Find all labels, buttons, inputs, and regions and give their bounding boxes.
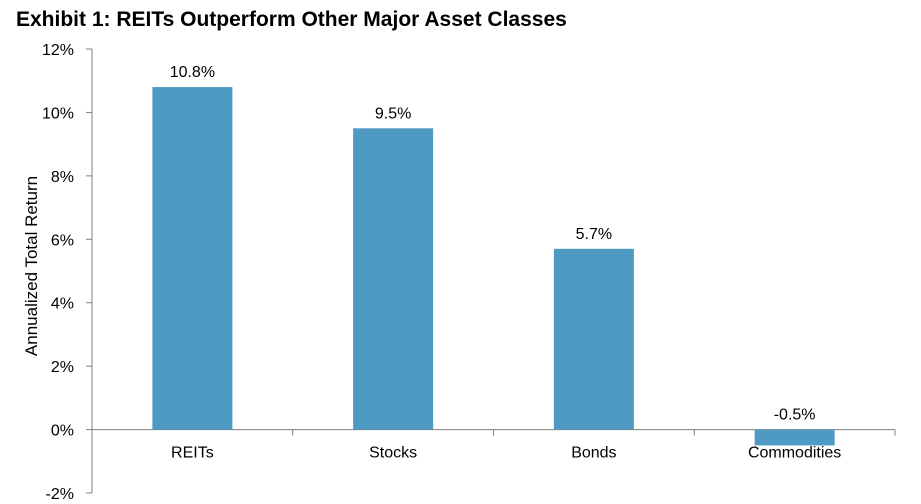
y-axis-label: Annualized Total Return [22, 176, 41, 356]
data-label: 10.8% [170, 64, 215, 81]
x-tick-label: REITs [171, 445, 214, 462]
bar [152, 87, 233, 430]
x-tick-label: Stocks [369, 445, 417, 462]
y-tick-label: 0% [51, 423, 74, 440]
bar [754, 429, 835, 446]
y-tick-label: 4% [51, 296, 74, 313]
bar [553, 248, 634, 430]
x-tick-label: Bonds [571, 445, 616, 462]
y-tick-label: -2% [46, 486, 74, 503]
x-tick-label: Commodities [748, 445, 841, 462]
y-tick-labels: 12% 10% 8% 6% 4% 2% 0% -2% [42, 42, 74, 503]
data-labels: 10.8% 9.5% 5.7% -0.5% [170, 64, 816, 424]
y-tick-label: 2% [51, 359, 74, 376]
bar [353, 128, 434, 430]
y-tick-label: 8% [51, 169, 74, 186]
data-label: 9.5% [375, 105, 411, 122]
data-label: 5.7% [576, 226, 612, 243]
data-label: -0.5% [774, 407, 816, 424]
y-tick-label: 6% [51, 232, 74, 249]
y-tick-label: 10% [42, 105, 74, 122]
y-tick-label: 12% [42, 42, 74, 59]
chart-title: Exhibit 1: REITs Outperform Other Major … [16, 8, 567, 31]
x-tick-labels: REITs Stocks Bonds Commodities [171, 445, 841, 462]
bar-series [152, 87, 835, 446]
